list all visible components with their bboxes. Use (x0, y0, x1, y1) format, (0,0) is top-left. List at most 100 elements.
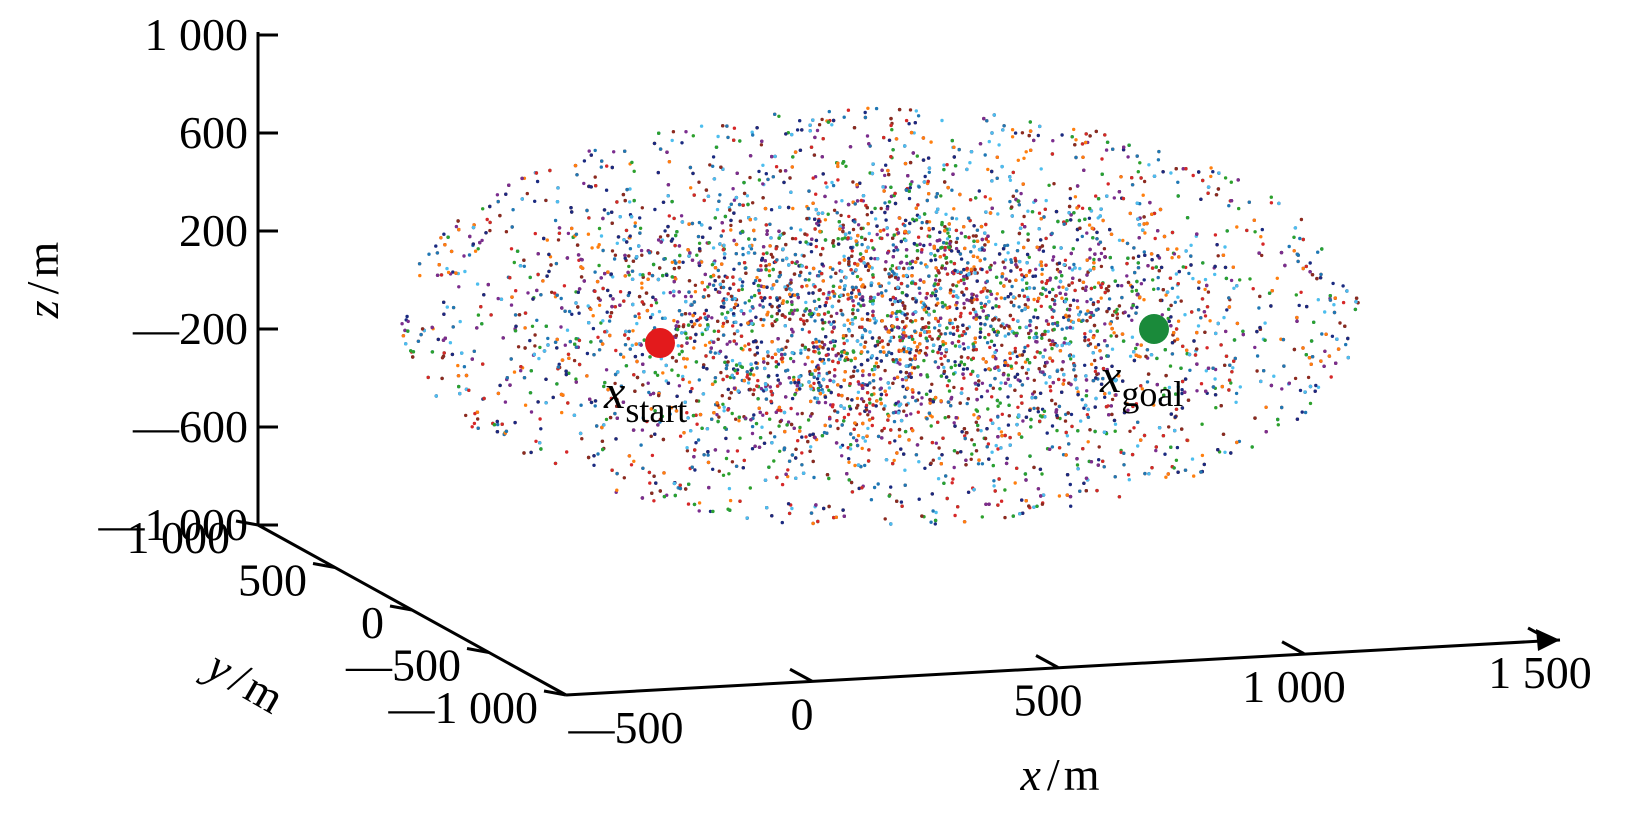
cloud-point (1050, 346, 1054, 351)
cloud-point (762, 389, 766, 393)
cloud-point (480, 238, 484, 243)
cloud-point (1044, 294, 1049, 299)
cloud-point (519, 369, 523, 373)
cloud-point (846, 357, 850, 362)
cloud-point (908, 186, 912, 190)
cloud-point (1316, 385, 1321, 389)
cloud-point (580, 437, 584, 441)
cloud-point (1023, 360, 1028, 364)
cloud-point (759, 317, 763, 322)
cloud-point (1308, 401, 1313, 406)
cloud-point (1294, 293, 1299, 297)
cloud-point (599, 165, 603, 169)
cloud-point (637, 315, 642, 320)
cloud-point (1135, 342, 1139, 347)
cloud-point (1075, 299, 1080, 303)
cloud-point (640, 286, 644, 290)
cloud-point (836, 178, 840, 182)
cloud-point (553, 291, 557, 295)
cloud-point (1115, 307, 1119, 312)
cloud-point (1082, 406, 1086, 410)
cloud-point (851, 271, 855, 275)
cloud-point (894, 401, 898, 406)
cloud-point (842, 415, 847, 420)
cloud-point (1275, 276, 1280, 280)
cloud-point (1308, 261, 1312, 265)
cloud-point (801, 313, 806, 317)
cloud-point (808, 271, 812, 275)
cloud-point (679, 214, 684, 218)
cloud-point (752, 281, 756, 285)
cloud-point (582, 181, 586, 186)
cloud-point (565, 450, 569, 454)
cloud-point (944, 241, 949, 245)
cloud-point (804, 435, 808, 439)
cloud-point (960, 387, 964, 391)
cloud-point (778, 449, 782, 453)
cloud-point (829, 314, 833, 318)
cloud-point (872, 386, 876, 390)
cloud-point (956, 280, 961, 284)
cloud-point (927, 170, 931, 174)
cloud-point (713, 287, 718, 292)
cloud-point (844, 334, 848, 338)
cloud-point (1323, 310, 1327, 314)
cloud-point (823, 400, 828, 405)
cloud-point (798, 240, 802, 244)
cloud-point (473, 411, 477, 416)
cloud-point (457, 285, 461, 289)
cloud-point (761, 252, 766, 256)
cloud-point (1039, 263, 1044, 268)
cloud-point (768, 385, 772, 389)
cloud-point (948, 331, 953, 335)
cloud-point (514, 289, 518, 293)
cloud-point (957, 334, 962, 338)
cloud-point (884, 393, 889, 397)
cloud-point (875, 232, 879, 237)
cloud-point (842, 254, 846, 258)
cloud-point (610, 249, 615, 253)
cloud-point (1136, 170, 1141, 174)
cloud-point (1231, 366, 1235, 370)
cloud-point (676, 344, 680, 348)
cloud-point (1234, 400, 1238, 404)
cloud-point (1229, 180, 1234, 184)
cloud-point (750, 329, 754, 333)
cloud-point (664, 379, 668, 383)
cloud-point (916, 410, 920, 414)
cloud-point (746, 381, 751, 385)
cloud-point (872, 295, 877, 300)
cloud-point (1076, 390, 1080, 394)
cloud-point (799, 348, 803, 352)
cloud-point (996, 447, 1000, 451)
cloud-point (866, 268, 871, 273)
cloud-point (640, 253, 644, 257)
cloud-point (790, 506, 794, 511)
cloud-point (802, 322, 806, 326)
cloud-point (902, 409, 906, 413)
cloud-point (928, 242, 932, 247)
cloud-point (789, 406, 793, 411)
cloud-point (1134, 288, 1139, 293)
cloud-point (887, 386, 892, 390)
cloud-point (717, 275, 721, 279)
cloud-point (1121, 238, 1125, 243)
cloud-point (1046, 329, 1050, 334)
cloud-point (1223, 245, 1227, 249)
cloud-point (726, 449, 730, 453)
cloud-point (809, 445, 813, 449)
cloud-point (703, 288, 707, 292)
cloud-point (685, 357, 689, 361)
cloud-point (860, 242, 864, 247)
cloud-point (496, 422, 500, 427)
cloud-point (1026, 376, 1030, 381)
cloud-point (1109, 334, 1113, 338)
cloud-point (1341, 300, 1346, 305)
cloud-point (1022, 156, 1026, 160)
cloud-point (1329, 375, 1333, 379)
cloud-point (640, 352, 645, 357)
cloud-point (677, 384, 682, 388)
cloud-point (832, 208, 837, 212)
cloud-point (986, 407, 990, 411)
cloud-point (872, 373, 876, 377)
